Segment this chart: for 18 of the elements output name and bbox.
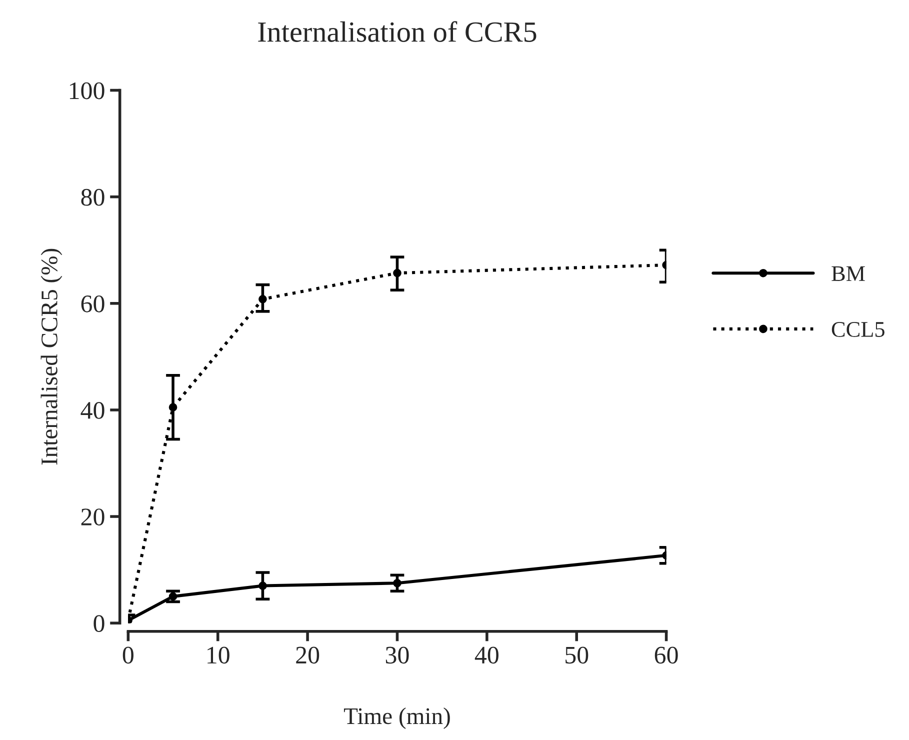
x-tick-label: 50 [566,646,588,664]
y-axis-title: Internalised CCR5 (%) [40,248,62,465]
x-tick-label: 60 [654,646,678,664]
chart-title: Internalisation of CCR5 [258,21,536,42]
x-tick-label: 0 [122,646,134,664]
x-tick-label: 20 [296,646,320,664]
y-tick-label: 60 [81,295,104,312]
y-tick-label: 80 [81,188,104,206]
x-tick-label: 10 [208,646,230,664]
x-tick-label: 40 [474,646,498,664]
y-tick-label: 40 [80,402,104,419]
x-tick-label: 30 [386,646,409,664]
y-tick-label: 100 [70,82,104,100]
y-tick-label: 20 [81,508,104,526]
legend-label: BM [832,266,865,281]
legend-label: CCL5 [832,322,884,337]
y-tick-label: 0 [94,615,104,632]
x-axis-title: Time (min) [344,708,450,729]
